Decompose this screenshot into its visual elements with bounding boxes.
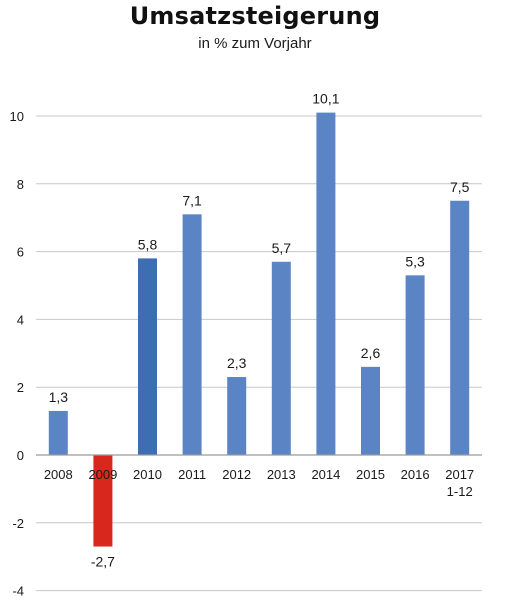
x-tick-label: 2014: [311, 467, 340, 482]
x-tick-label: 2008: [44, 467, 73, 482]
bar: [138, 258, 157, 455]
x-tick-label: 2017: [445, 467, 474, 482]
data-label: 5,3: [405, 253, 425, 269]
y-tick-label: 6: [17, 245, 24, 260]
y-tick-label: 2: [17, 380, 24, 395]
data-label: 2,3: [227, 355, 247, 371]
bar: [405, 275, 425, 455]
bars: [48, 112, 470, 547]
y-tick-label: 0: [17, 448, 24, 463]
x-tick-label: 2010: [133, 467, 162, 482]
data-label: 7,1: [182, 192, 202, 208]
bar: [182, 214, 202, 455]
data-label: 2,6: [361, 345, 381, 361]
bar: [361, 366, 380, 455]
x-tick-label: 2012: [222, 467, 251, 482]
y-tick-label: 10: [10, 109, 24, 124]
bar: [450, 200, 470, 455]
bar: [48, 410, 68, 455]
y-tick-label: 4: [17, 312, 24, 327]
y-tick-label: 8: [17, 177, 24, 192]
chart-subtitle: in % zum Vorjahr: [198, 35, 312, 52]
x-tick-label: 2015: [356, 467, 385, 482]
x-tick-label: 2016: [401, 467, 430, 482]
data-label: 5,7: [272, 240, 292, 256]
bar: [227, 377, 247, 455]
chart-title: Umsatzsteigerung: [129, 2, 381, 30]
x-tick-label: 2013: [267, 467, 296, 482]
labels: -4 -2 0 2 4 6 8 10 1,3 2008 -2,7 2009 5,8 2010 7,1 2011…: [10, 91, 475, 599]
y-tick-label: -4: [12, 584, 24, 599]
y-tick-label: -2: [12, 516, 24, 531]
bar: [271, 261, 291, 455]
data-label: 7,5: [450, 179, 470, 195]
x-tick-label: 1-12: [447, 484, 473, 499]
bar: [93, 455, 113, 547]
data-label: 5,8: [138, 236, 158, 252]
data-label: 10,1: [312, 91, 339, 107]
x-tick-label: 2009: [88, 467, 117, 482]
x-tick-label: 2011: [178, 467, 206, 482]
data-label: 1,3: [49, 389, 69, 405]
bar: [316, 112, 336, 456]
data-label: -2,7: [91, 554, 115, 570]
